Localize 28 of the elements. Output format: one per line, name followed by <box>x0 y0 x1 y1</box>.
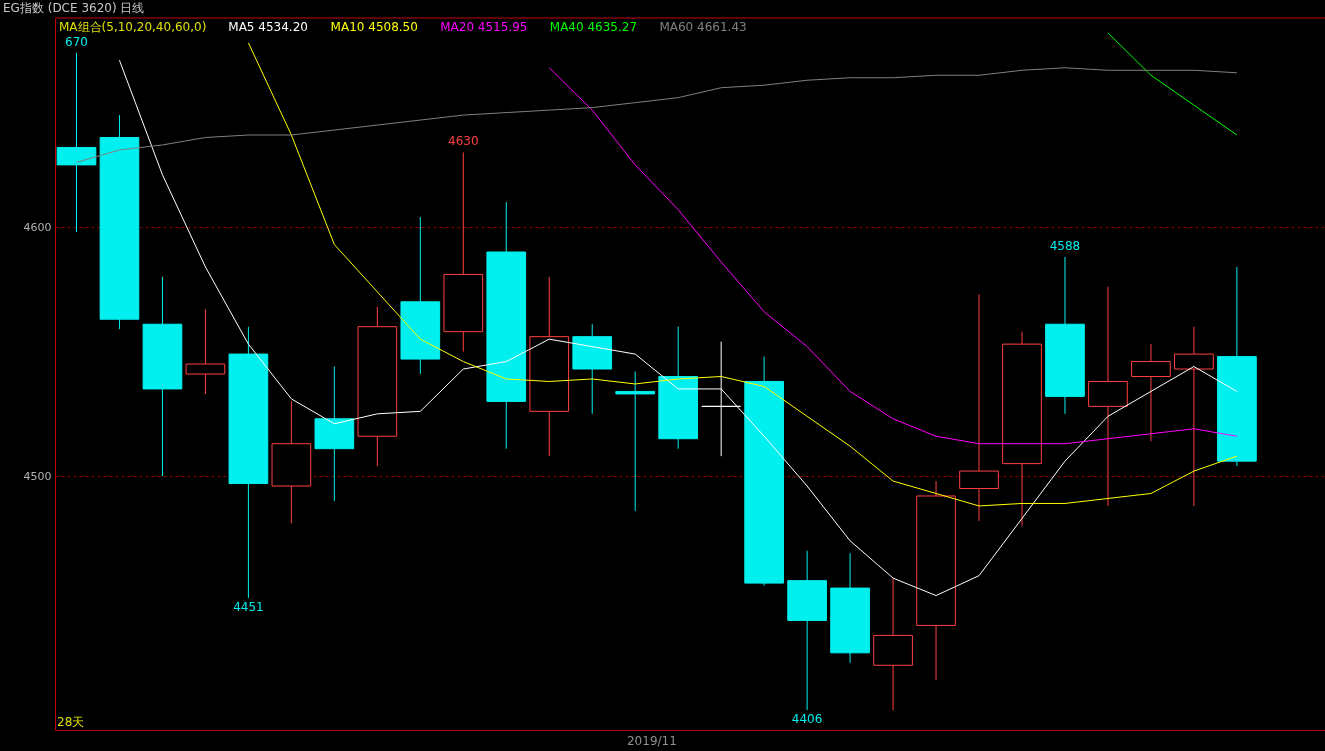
candlestick <box>1088 286 1128 507</box>
line-series <box>118 59 1238 597</box>
annotation: 670 <box>65 34 88 49</box>
annotation: MA组合(5,10,20,40,60,0) <box>59 20 207 34</box>
annotation: 4630 <box>448 134 479 149</box>
y-tick-label: 4600 <box>23 220 52 234</box>
annotation: 28天 <box>57 715 85 729</box>
candlestick <box>959 293 999 522</box>
candlestick <box>185 308 226 395</box>
candlestick <box>1174 326 1214 507</box>
text: 2019/11 <box>626 734 677 748</box>
line-series <box>75 67 1238 163</box>
text: MA10 4508.50 <box>330 20 418 34</box>
annotation: 4588 <box>1049 238 1081 253</box>
candlestick <box>615 371 656 512</box>
text: MA20 4515.95 <box>440 20 528 34</box>
line-series <box>247 42 1238 507</box>
line-series <box>548 67 1238 445</box>
annotation: 4406 <box>791 712 823 727</box>
text: MA60 4661.43 <box>659 20 747 34</box>
candlestick <box>56 52 97 233</box>
y-tick-label: 4500 <box>23 469 52 483</box>
annotation: 4451 <box>233 600 264 615</box>
text: MA5 4534.20 <box>228 20 308 34</box>
line-series <box>1107 32 1238 136</box>
chart-title: EG指数 (DCE 3620) 日线 <box>3 0 145 15</box>
candlestick <box>701 341 741 457</box>
text: MA40 4635.27 <box>549 20 638 34</box>
